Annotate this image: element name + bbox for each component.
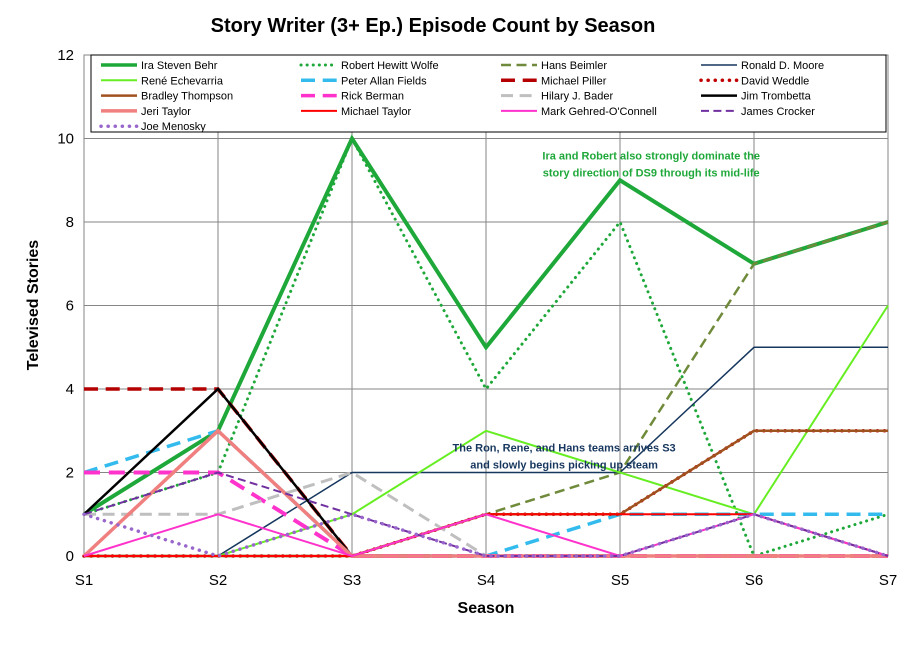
legend-label: René Echevarria <box>141 75 224 87</box>
x-tick-label: S1 <box>75 572 93 589</box>
series-line <box>82 512 890 558</box>
x-tick-label: S7 <box>879 572 897 589</box>
x-tick-label: S6 <box>745 572 763 589</box>
legend-label: James Crocker <box>741 106 815 118</box>
y-tick-label: 8 <box>66 214 74 231</box>
legend-label: Hilary J. Bader <box>541 91 613 103</box>
y-tick-label: 10 <box>57 131 74 148</box>
annotation-text: story direction of DS9 through its mid-l… <box>543 167 760 179</box>
annotation-text: and slowly begins picking up steam <box>470 460 658 472</box>
legend: Ira Steven Behr Robert Hewitt Wolfe Hans B… <box>90 54 887 133</box>
annotation-text: Ira and Robert also strongly dominate th… <box>542 150 760 162</box>
x-tick-label: S3 <box>343 572 361 589</box>
x-tick-label: S5 <box>611 572 629 589</box>
legend-label: Peter Allan Fields <box>341 75 427 87</box>
y-tick-label: 2 <box>66 465 74 482</box>
y-tick-label: 12 <box>57 47 74 64</box>
legend-label: Hans Beimler <box>541 60 607 72</box>
series-lines <box>82 134 890 558</box>
annotations: Ira and Robert also strongly dominate th… <box>453 150 760 471</box>
x-tick-label: S4 <box>477 572 495 589</box>
legend-label: Michael Piller <box>541 75 607 87</box>
y-tick-label: 6 <box>66 298 74 315</box>
x-axis-title: Season <box>458 600 515 617</box>
y-axis-title: Televised Stories <box>25 240 42 371</box>
legend-label: Robert Hewitt Wolfe <box>341 60 439 72</box>
annotation-text: The Ron, Rene, and Hans teams arrives S3 <box>453 443 676 455</box>
legend-box <box>90 54 887 133</box>
series-line <box>82 428 888 558</box>
legend-label: David Weddle <box>741 75 809 87</box>
x-tick-label: S2 <box>209 572 227 589</box>
chart-title: Story Writer (3+ Ep.) Episode Count by S… <box>211 15 656 37</box>
legend-label: Joe Menosky <box>141 121 206 133</box>
legend-label: Rick Berman <box>341 91 404 103</box>
legend-label: Jeri Taylor <box>141 106 191 118</box>
legend-label: Ira Steven Behr <box>141 60 218 72</box>
axis-ticks: 0 2 4 6 8 10 12 S1 S2 S3 S4 S5 S6 S7 <box>57 47 897 589</box>
legend-label: Michael Taylor <box>341 106 411 118</box>
legend-label: Jim Trombetta <box>741 91 812 103</box>
legend-label: Mark Gehred-O'Connell <box>541 106 657 118</box>
legend-label: Ronald D. Moore <box>741 60 824 72</box>
y-tick-label: 4 <box>66 381 74 398</box>
legend-label: Bradley Thompson <box>141 91 233 103</box>
y-tick-label: 0 <box>66 548 74 565</box>
